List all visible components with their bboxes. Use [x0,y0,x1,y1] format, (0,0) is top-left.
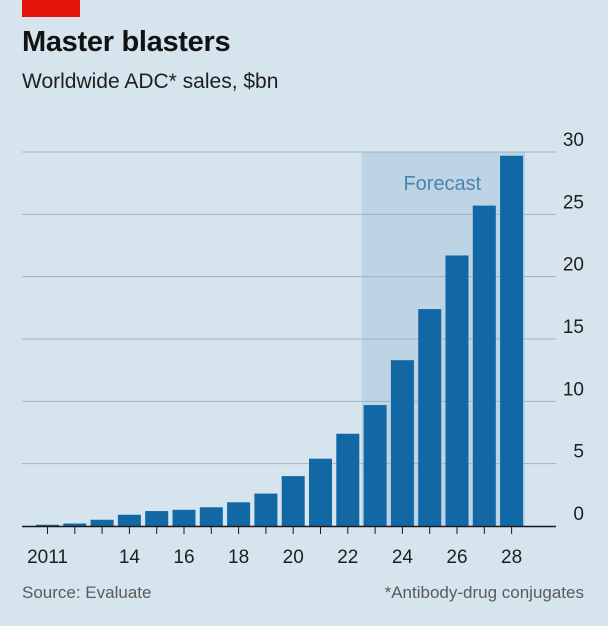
forecast-label: Forecast [403,173,481,195]
y-tick-label: 25 [563,192,584,213]
source-note: Source: Evaluate [22,583,152,602]
y-tick-label: 5 [573,442,584,463]
bar-2012 [63,523,87,526]
x-tick-label: 20 [283,547,304,568]
bar-2026 [445,255,469,526]
bar-2015 [145,511,169,526]
y-tick-label: 30 [563,130,584,151]
bar-2017 [199,507,223,526]
x-tick-label: 28 [501,547,522,568]
x-tick-label: 22 [337,547,358,568]
brand-red-tag [22,0,80,17]
x-tick-label: 2011 [27,547,68,568]
chart-subtitle: Worldwide ADC* sales, $bn [22,70,279,93]
bar-2016 [172,509,196,526]
bar-2028 [500,155,524,527]
y-tick-label: 20 [563,255,584,276]
y-tick-label: 10 [563,379,584,400]
x-tick-label: 24 [392,547,414,568]
bar-2027 [472,205,496,526]
bar-2013 [90,519,114,526]
bar-2020 [281,476,305,526]
bar-2021 [309,458,332,526]
bar-2018 [227,502,251,526]
x-tick-label: 16 [173,547,194,568]
x-tick-label: 26 [446,547,467,568]
y-tick-label: 0 [573,504,584,525]
x-tick-label: 14 [119,547,141,568]
footnote: *Antibody-drug conjugates [384,583,584,602]
x-tick-label: 18 [228,547,249,568]
bar-2011 [36,524,59,526]
bar-2022 [336,433,360,526]
y-tick-label: 15 [563,317,584,338]
chart-title: Master blasters [22,26,231,58]
bar-2024 [390,360,414,526]
bar-2014 [117,514,141,526]
bar-2025 [418,309,442,526]
bar-2019 [254,493,278,526]
bar-2023 [363,405,387,526]
